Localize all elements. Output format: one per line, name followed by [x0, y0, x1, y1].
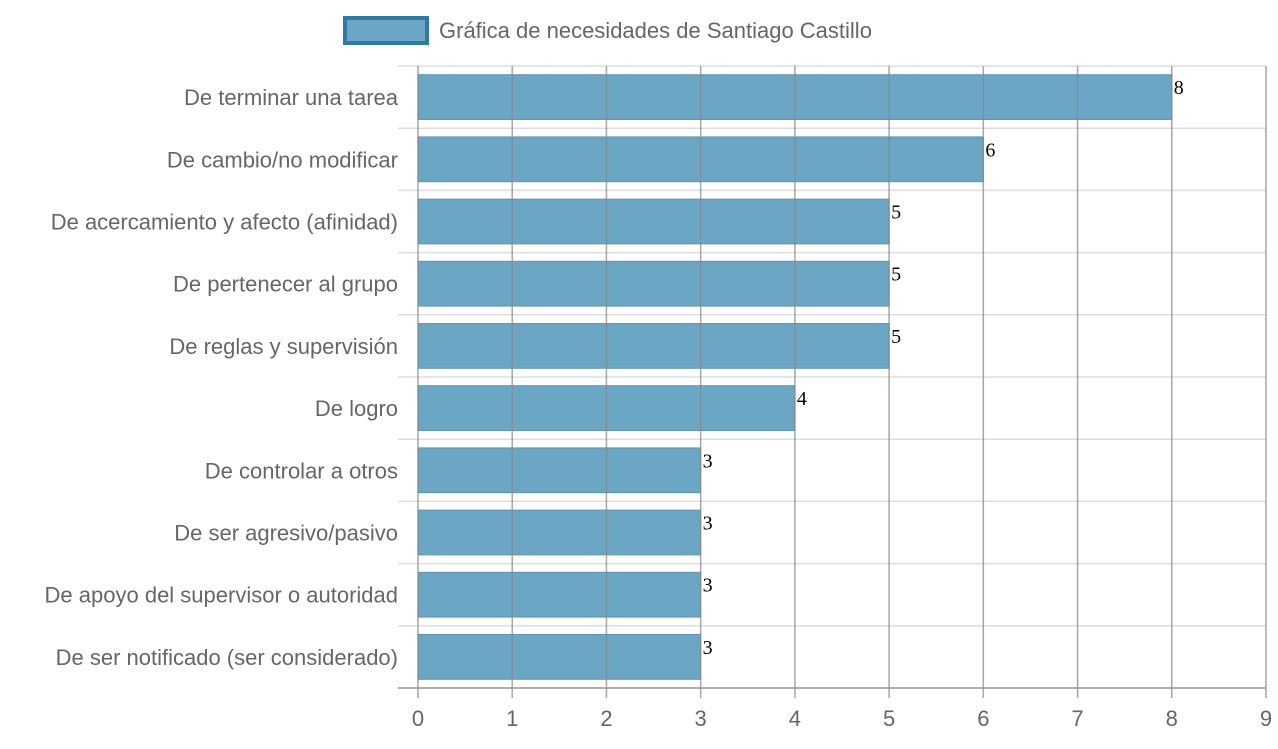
- x-tick-label: 4: [789, 706, 801, 731]
- bar[interactable]: [417, 509, 702, 556]
- category-label: De controlar a otros: [205, 458, 398, 483]
- data-label: 5: [891, 264, 901, 286]
- category-label: De logro: [315, 396, 398, 421]
- bar[interactable]: [417, 447, 702, 494]
- bar[interactable]: [417, 634, 702, 680]
- data-label: 5: [891, 326, 901, 348]
- x-tick-label: 3: [695, 706, 707, 731]
- data-label: 8: [1174, 77, 1184, 99]
- data-label: 3: [703, 450, 713, 472]
- x-tick-label: 8: [1166, 706, 1178, 731]
- x-tick-label: 7: [1071, 706, 1083, 731]
- data-label: 3: [703, 637, 713, 659]
- x-tick-label: 1: [506, 706, 518, 731]
- legend: Gráfica de necesidades de Santiago Casti…: [343, 16, 872, 45]
- category-label: De terminar una tarea: [184, 85, 399, 110]
- x-tick-label: 0: [412, 706, 424, 731]
- category-label: De ser notificado (ser considerado): [56, 645, 398, 670]
- grid-overlay: [417, 66, 1267, 698]
- bar[interactable]: [417, 198, 890, 245]
- data-label: 4: [797, 388, 807, 410]
- category-label: De reglas y supervisión: [169, 334, 398, 359]
- data-label: 5: [891, 202, 901, 224]
- category-label: De acercamiento y afecto (afinidad): [51, 210, 398, 235]
- data-label: 3: [703, 575, 713, 597]
- data-label: 3: [703, 513, 713, 535]
- category-label: De pertenecer al grupo: [173, 272, 398, 297]
- x-tick-label: 5: [883, 706, 895, 731]
- bar[interactable]: [417, 571, 702, 618]
- category-label: De apoyo del supervisor o autoridad: [45, 583, 398, 608]
- legend-label: Gráfica de necesidades de Santiago Casti…: [439, 18, 872, 43]
- x-tick-label: 6: [977, 706, 989, 731]
- x-tick-label: 2: [600, 706, 612, 731]
- x-tick-label: 9: [1260, 706, 1272, 731]
- axes: De terminar una tarea De cambio/no modifi…: [45, 85, 1273, 731]
- category-label: De ser agresivo/pasivo: [174, 521, 398, 546]
- bar[interactable]: [417, 323, 890, 369]
- data-label: 6: [985, 139, 995, 161]
- bar[interactable]: [417, 260, 890, 307]
- category-label: De cambio/no modificar: [167, 147, 398, 172]
- legend-swatch[interactable]: [343, 16, 429, 45]
